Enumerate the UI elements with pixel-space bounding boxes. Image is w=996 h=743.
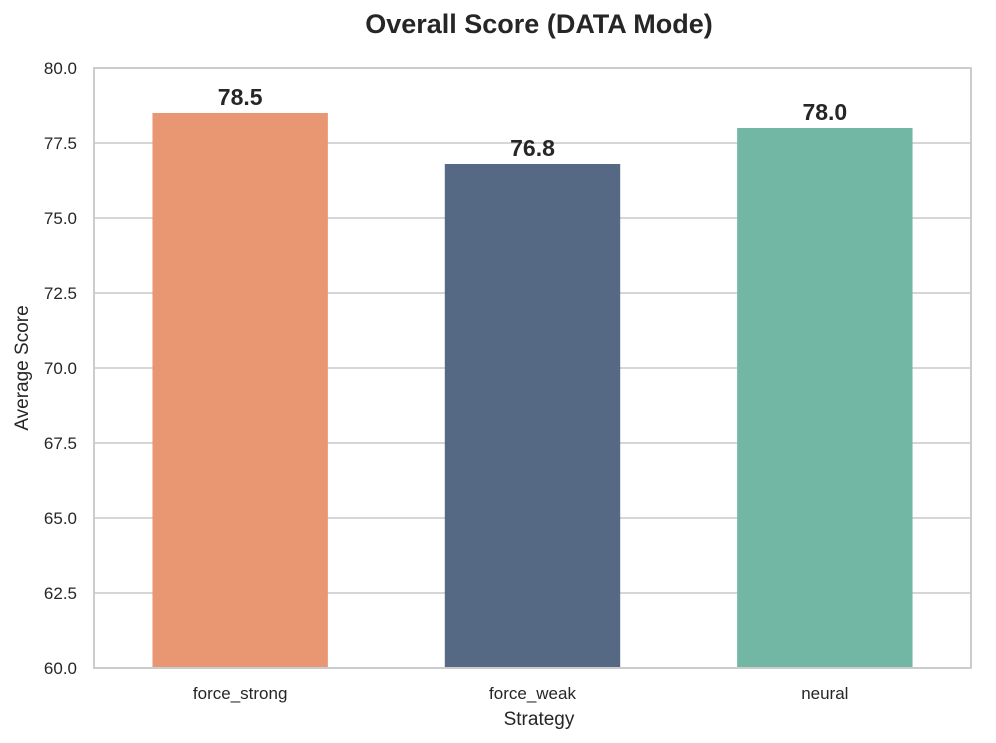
- y-axis-label: Average Score: [12, 305, 33, 430]
- bar-force-weak: [444, 164, 621, 668]
- data-labels: 78.5 76.8 78.0: [218, 84, 847, 161]
- bar-value-label: 76.8: [510, 135, 555, 161]
- x-tick-label: neural: [801, 684, 848, 703]
- y-tick-label: 65.0: [44, 509, 77, 528]
- y-tick-label: 80.0: [44, 59, 77, 78]
- y-tick-label: 62.5: [44, 584, 77, 603]
- x-tick-label: force_strong: [193, 684, 288, 703]
- x-tick-labels: force_strong force_weak neural: [193, 684, 849, 703]
- bar-force-strong: [152, 113, 328, 668]
- y-tick-label: 70.0: [44, 359, 77, 378]
- bar-neural: [737, 128, 913, 668]
- x-tick-label: force_weak: [489, 684, 576, 703]
- bar-value-label: 78.5: [218, 84, 263, 110]
- bars: [152, 113, 913, 668]
- x-axis-label: Strategy: [504, 709, 575, 730]
- y-tick-label: 72.5: [44, 284, 77, 303]
- bar-value-label: 78.0: [802, 99, 847, 125]
- y-tick-label: 75.0: [44, 209, 77, 228]
- y-tick-labels: 60.0 62.5 65.0 67.5 70.0 72.5 75.0 77.5 80.0: [44, 59, 77, 678]
- y-tick-label: 60.0: [44, 659, 77, 678]
- y-tick-label: 67.5: [44, 434, 77, 453]
- y-tick-label: 77.5: [44, 134, 77, 153]
- plot-frame: [93, 67, 972, 669]
- chart-title: Overall Score (DATA Mode): [365, 9, 713, 39]
